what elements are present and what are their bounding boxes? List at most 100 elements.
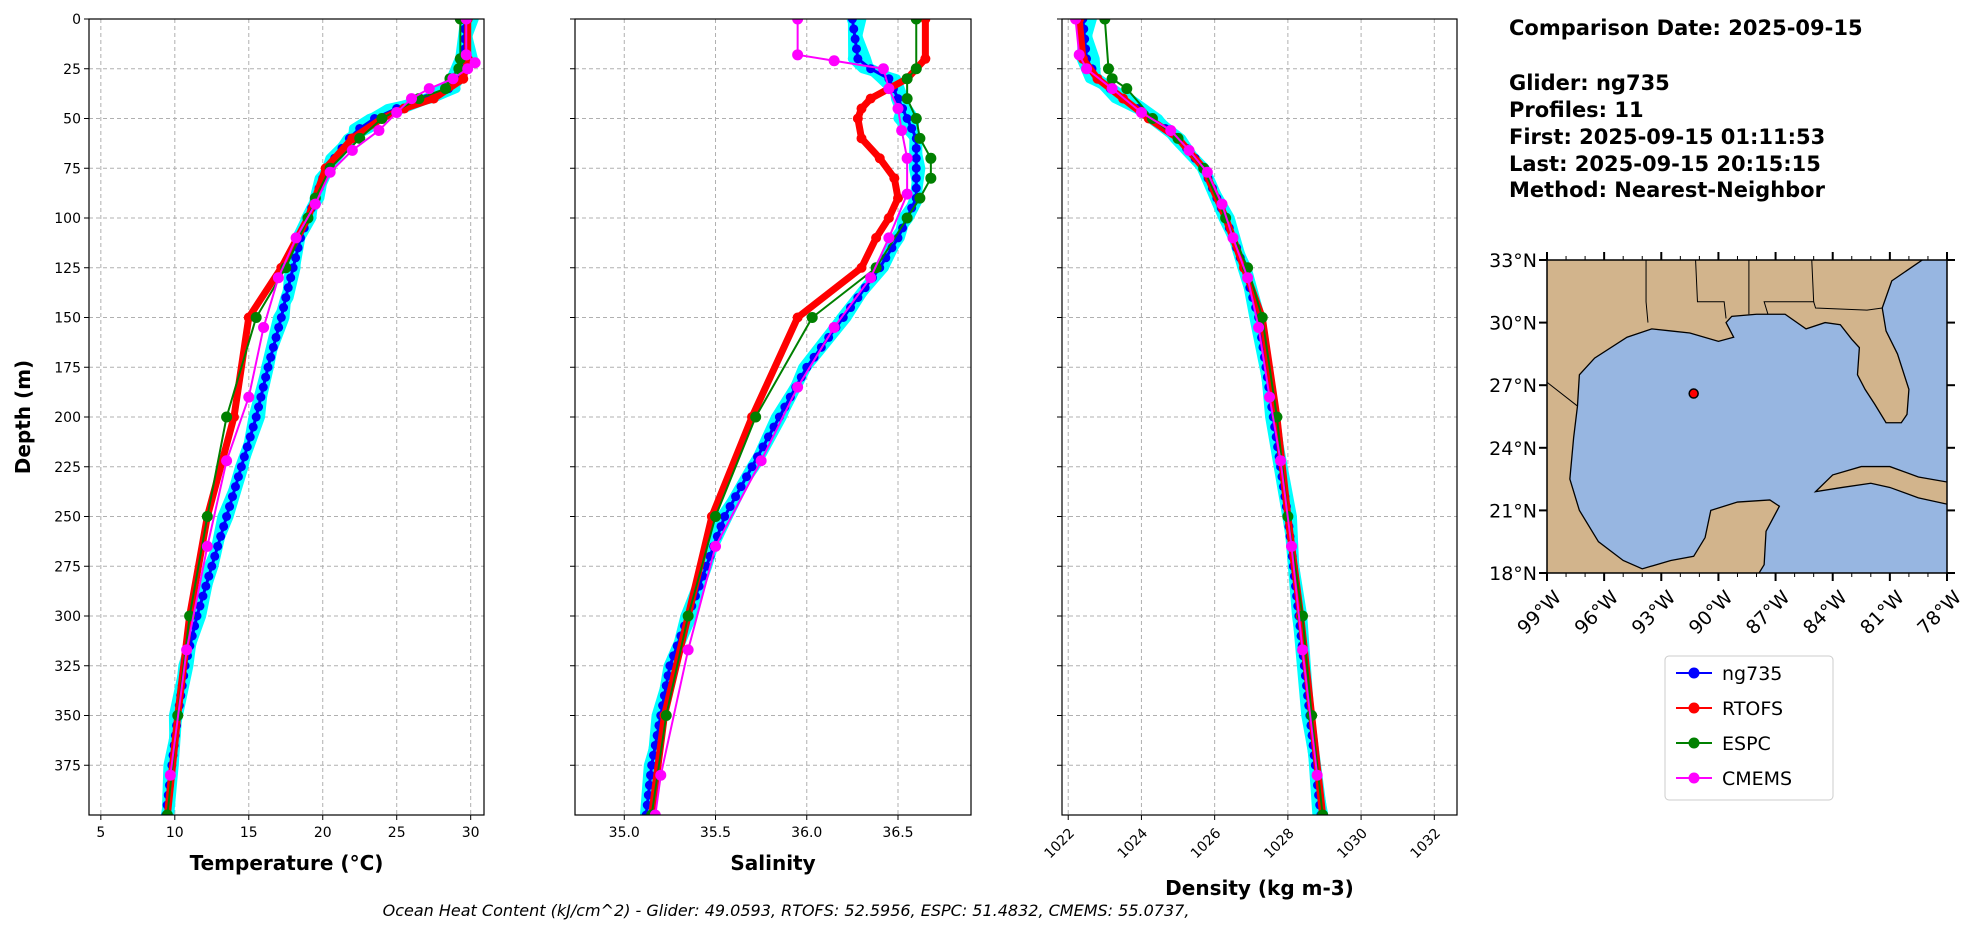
data-point: [911, 153, 921, 163]
lon-tick-label: 90°W: [1685, 586, 1738, 639]
series-cmems: [164, 19, 481, 781]
data-point: [291, 253, 301, 263]
data-point: [230, 482, 240, 492]
data-point: [201, 581, 211, 591]
data-point: [248, 422, 258, 432]
data-point: [750, 411, 762, 423]
data-point: [309, 198, 321, 210]
data-point: [245, 432, 255, 442]
data-point: [288, 263, 298, 273]
axes-frame: [88, 18, 485, 816]
data-point: [1201, 166, 1213, 178]
legend-item-ng735: ng735: [1676, 663, 1782, 685]
data-point: [647, 760, 657, 770]
data-point: [219, 521, 229, 531]
data-point: [856, 262, 867, 273]
y-tick-label: 375: [54, 758, 81, 774]
data-point: [901, 212, 913, 224]
data-point: [1135, 107, 1147, 119]
series-cmems: [1070, 19, 1323, 781]
data-point: [847, 19, 857, 24]
data-point: [896, 124, 908, 136]
glider-name: Glider: ng735: [1509, 71, 1670, 95]
panel-0: 5 10 15 20 25 3002550751001251501752002252502…: [11, 12, 485, 875]
data-point: [883, 83, 895, 95]
legend-item-rtofs: RTOFS: [1676, 698, 1783, 720]
data-point: [423, 83, 435, 95]
data-point: [1256, 312, 1268, 323]
data-point: [276, 313, 286, 322]
data-point: [406, 93, 418, 105]
legend-marker: [1688, 737, 1700, 749]
comparison-date: Comparison Date: 2025-09-15: [1509, 16, 1863, 40]
x-tick-label: 1030: [1334, 825, 1371, 862]
series-line: [1074, 19, 1319, 776]
data-point: [221, 411, 233, 423]
data-point: [239, 452, 249, 462]
data-point: [731, 492, 741, 502]
data-point: [428, 93, 439, 104]
data-point: [268, 342, 278, 352]
data-point: [901, 152, 913, 164]
data-point: [1165, 124, 1177, 136]
data-point: [1297, 644, 1309, 656]
data-point: [792, 312, 803, 323]
data-point: [893, 193, 904, 204]
data-point: [796, 372, 806, 382]
data-point: [901, 73, 913, 85]
x-tick-label: 36.0: [791, 825, 822, 841]
data-point: [853, 54, 863, 64]
data-point: [1317, 809, 1329, 815]
legend-box: [1664, 655, 1834, 801]
last-time: Last: 2025-09-15 20:15:15: [1509, 152, 1821, 176]
x-axis-label: Temperature (°C): [190, 851, 384, 875]
data-point: [354, 132, 366, 144]
data-point: [1081, 63, 1093, 75]
data-point: [290, 232, 302, 244]
y-tick-label: 275: [54, 559, 81, 575]
data-point: [910, 113, 922, 124]
data-point: [440, 83, 452, 95]
data-point: [901, 93, 913, 105]
data-point: [228, 492, 238, 502]
ocean-heat-content: Ocean Heat Content (kJ/cm^2) - Glider: 4…: [383, 901, 1190, 920]
y-tick-label: 350: [54, 709, 81, 725]
data-point: [871, 232, 882, 243]
data-point: [283, 283, 293, 293]
legend-marker: [1688, 702, 1700, 714]
location-map: 99°W 96°W 93°W 90°W 87°W 84°W 81°W 78°W 18°N 21°N…: [1489, 250, 1966, 639]
y-tick-label: 300: [54, 609, 81, 625]
data-point: [911, 183, 921, 193]
data-point: [161, 809, 173, 815]
y-tick-label: 225: [54, 460, 81, 476]
legend: ng735 RTOFS ESPC CMEMS: [1664, 655, 1834, 801]
data-point: [665, 661, 675, 671]
data-point: [920, 53, 931, 64]
x-tick-label: 30: [462, 825, 480, 841]
data-point: [254, 402, 264, 412]
data-point: [877, 63, 889, 75]
data-point: [181, 644, 193, 656]
lat-tick-label: 33°N: [1489, 250, 1537, 272]
data-point: [910, 63, 922, 75]
data-point: [198, 591, 208, 601]
land-cuba: [1813, 465, 1947, 505]
x-tick-label: 20: [314, 825, 332, 841]
axes-frame: [574, 18, 972, 816]
data-point: [373, 124, 385, 136]
data-point: [828, 55, 840, 67]
data-point: [225, 502, 235, 512]
data-point: [920, 19, 931, 24]
data-point: [682, 610, 694, 622]
glider-profile-line: [646, 19, 926, 815]
method: Method: Nearest-Neighbor: [1509, 178, 1826, 202]
data-point: [279, 303, 289, 313]
data-point: [258, 321, 270, 333]
data-point: [266, 352, 276, 362]
data-point: [660, 710, 672, 721]
legend-label: RTOFS: [1722, 698, 1783, 720]
data-point: [742, 472, 752, 482]
series-line: [654, 19, 909, 815]
data-point: [649, 809, 661, 815]
x-tick-label: 1028: [1261, 825, 1298, 862]
